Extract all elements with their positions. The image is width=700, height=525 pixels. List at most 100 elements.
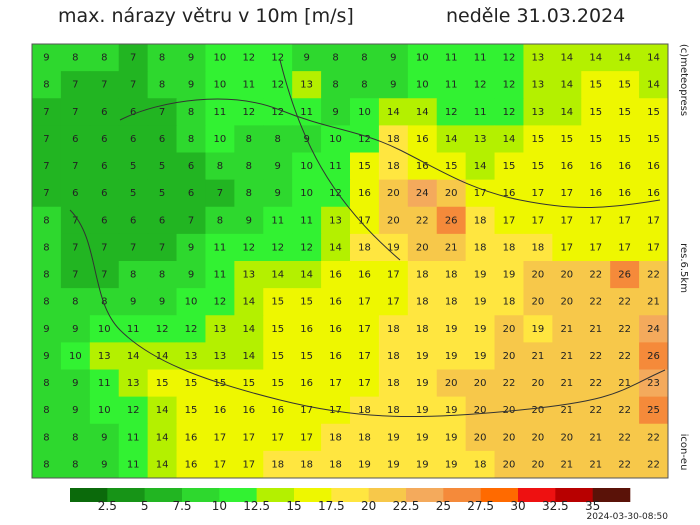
legend-label: 10 (212, 499, 227, 513)
wind-cell (205, 179, 235, 208)
wind-value: 16 (560, 161, 573, 172)
wind-cell (60, 261, 91, 289)
wind-value: 11 (127, 432, 140, 443)
wind-cell (89, 423, 120, 452)
wind-value: 21 (589, 459, 602, 470)
wind-cell (523, 179, 553, 208)
wind-cell (118, 44, 149, 72)
wind-value: 7 (159, 107, 165, 118)
wind-cell (321, 206, 351, 235)
wind-cell (118, 288, 149, 316)
wind-value: 16 (647, 161, 660, 172)
wind-value: 19 (474, 270, 487, 281)
wind-value: 10 (416, 53, 429, 64)
wind-value: 12 (127, 405, 140, 416)
legend: 2.5 5 7.5 10 12.5 15 17.5 20 22.5 25 27.5 30 32.5 35 (70, 488, 631, 513)
wind-cell (292, 152, 322, 181)
wind-cell (234, 179, 264, 208)
wind-value: 15 (618, 80, 631, 91)
wind-value: 8 (246, 188, 252, 199)
wind-value: 6 (101, 215, 107, 226)
wind-cell (378, 342, 409, 370)
wind-cell (639, 396, 669, 425)
wind-cell (610, 288, 640, 316)
wind-value: 7 (130, 242, 136, 253)
wind-value: 11 (300, 215, 313, 226)
wind-cell (552, 125, 582, 153)
wind-value: 17 (560, 242, 573, 253)
wind-cell (552, 369, 582, 398)
wind-value: 9 (188, 80, 194, 91)
wind-cell (118, 396, 149, 425)
wind-cell (378, 71, 409, 99)
wind-value: 18 (358, 432, 371, 443)
wind-value: 17 (589, 242, 602, 253)
wind-value: 15 (271, 351, 284, 362)
wind-value: 14 (618, 53, 631, 64)
wind-cell (523, 206, 553, 235)
wind-cell (639, 288, 669, 316)
wind-value: 12 (474, 80, 487, 91)
wind-value: 15 (503, 161, 516, 172)
wind-value: 15 (647, 107, 660, 118)
wind-cell (581, 233, 611, 262)
wind-value: 20 (387, 215, 400, 226)
legend-label: 5 (141, 499, 149, 513)
wind-value: 8 (43, 270, 49, 281)
wind-cell (581, 71, 611, 99)
wind-value: 18 (445, 297, 458, 308)
wind-value: 10 (358, 107, 371, 118)
wind-value: 11 (300, 107, 313, 118)
wind-value: 12 (271, 53, 284, 64)
wind-cell (118, 315, 149, 343)
wind-value: 14 (560, 80, 573, 91)
wind-value: 18 (416, 324, 429, 335)
wind-cell (292, 261, 322, 289)
wind-value: 15 (560, 134, 573, 145)
wind-value: 6 (101, 161, 107, 172)
wind-cell (176, 315, 206, 343)
wind-value: 17 (242, 432, 255, 443)
wind-cell (205, 423, 235, 452)
wind-value: 14 (416, 107, 429, 118)
wind-value: 12 (242, 242, 255, 253)
wind-cell (60, 71, 91, 99)
wind-cell (407, 71, 438, 99)
wind-cell (321, 342, 351, 370)
wind-cell (234, 342, 264, 370)
wind-value: 8 (43, 432, 49, 443)
wind-cell (321, 71, 351, 99)
wind-value: 15 (532, 134, 545, 145)
wind-cell (147, 206, 178, 235)
wind-value: 6 (101, 134, 107, 145)
wind-cell (465, 71, 496, 99)
wind-value: 19 (416, 378, 429, 389)
wind-cell (436, 423, 467, 452)
wind-value: 16 (185, 432, 198, 443)
wind-cell (234, 261, 264, 289)
wind-value: 15 (185, 405, 198, 416)
wind-cell (89, 396, 120, 425)
wind-value: 22 (618, 297, 631, 308)
wind-cell (118, 179, 149, 208)
wind-value: 19 (445, 459, 458, 470)
wind-value: 19 (445, 405, 458, 416)
wind-value: 11 (445, 53, 458, 64)
wind-cell (118, 152, 149, 181)
wind-value: 7 (72, 215, 78, 226)
wind-cell (350, 315, 380, 343)
wind-value: 22 (589, 405, 602, 416)
wind-cell (378, 233, 409, 262)
legend-swatch (443, 488, 481, 502)
wind-value: 8 (43, 405, 49, 416)
wind-value: 14 (242, 324, 255, 335)
wind-cell (60, 206, 91, 235)
wind-cell (263, 342, 293, 370)
wind-cell (436, 342, 467, 370)
wind-cell (465, 369, 496, 398)
wind-cell (321, 396, 351, 425)
wind-value: 16 (358, 188, 371, 199)
wind-value: 19 (503, 270, 516, 281)
wind-value: 11 (127, 459, 140, 470)
wind-value: 9 (72, 324, 78, 335)
